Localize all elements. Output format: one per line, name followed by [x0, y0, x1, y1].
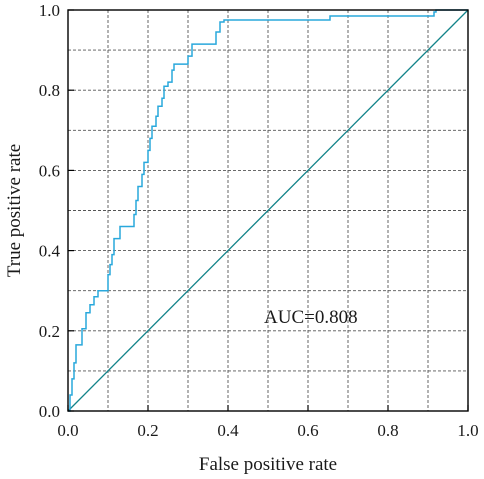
grid-layer: [68, 10, 468, 411]
x-axis-label: False positive rate: [199, 454, 337, 475]
x-tick-label-1: 0.2: [137, 421, 158, 440]
diagonal-layer: [67, 9, 469, 412]
roc-curve-line: [68, 9, 468, 412]
label-layer: 0.0 0.2 0.4 0.6 0.8 1.0 0.0 0.2 0.4 0.6 0.8 1.0: [39, 1, 479, 440]
y-tick-label-2: 0.4: [39, 242, 61, 261]
y-tick-label-5: 1.0: [39, 1, 60, 20]
x-tick-label-2: 0.4: [217, 421, 239, 440]
auc-annotation: AUC=0.808: [264, 307, 358, 328]
tick-layer: [67, 9, 469, 412]
plot-frame: [67, 9, 469, 412]
y-tick-label-0: 0.0: [39, 402, 60, 421]
y-axis-label: True positive rate: [4, 144, 25, 277]
y-tick-label-4: 0.8: [39, 81, 60, 100]
x-tick-label-5: 1.0: [457, 421, 478, 440]
y-tick-label-1: 0.2: [39, 322, 60, 341]
x-tick-label-4: 0.8: [377, 421, 398, 440]
roc-layer: [68, 9, 468, 412]
diagonal-reference-line: [67, 9, 469, 412]
y-tick-label-3: 0.6: [39, 161, 60, 180]
x-tick-label-0: 0.0: [57, 421, 78, 440]
x-tick-label-3: 0.6: [297, 421, 318, 440]
